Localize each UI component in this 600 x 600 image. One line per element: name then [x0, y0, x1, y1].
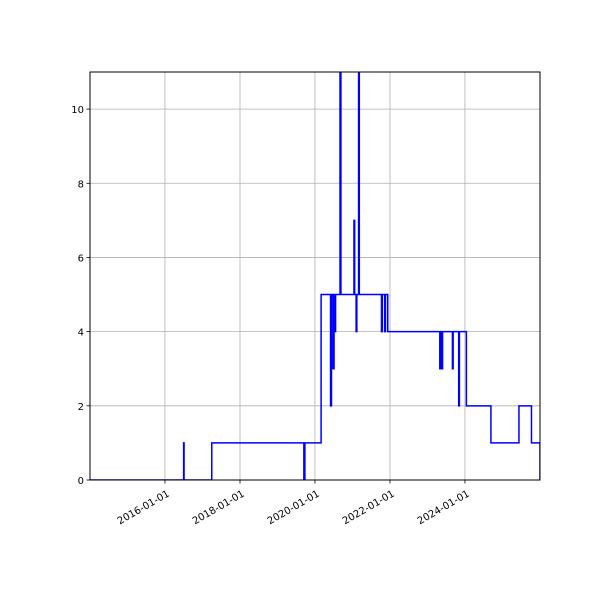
y-tick-label: 0 [78, 476, 84, 487]
series-layer [90, 72, 540, 480]
y-tick-label: 10 [71, 105, 84, 116]
grid-lines [90, 72, 540, 481]
y-tick-label: 4 [78, 328, 84, 339]
y-axis: 0 2 4 6 8 10 [71, 105, 90, 487]
y-tick-label: 6 [78, 253, 84, 264]
y-tick-label: 8 [78, 179, 84, 190]
series-line [90, 72, 540, 480]
y-tick-label: 2 [78, 402, 84, 413]
